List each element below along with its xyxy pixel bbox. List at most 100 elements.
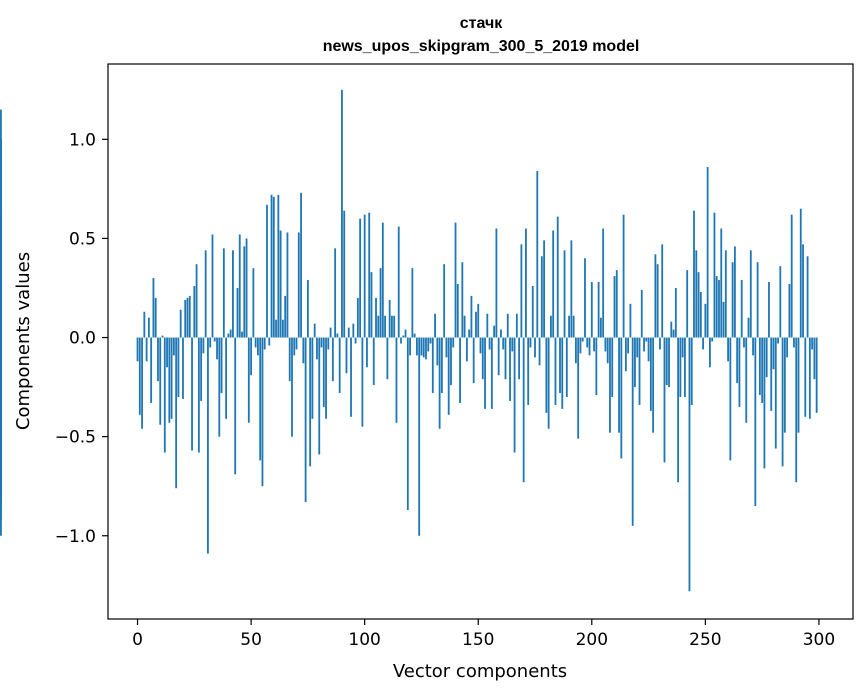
- bar-component-61: [275, 319, 277, 338]
- bar-component-207: [606, 337, 609, 364]
- bar-component-94: [350, 337, 352, 417]
- bar-component-46: [241, 331, 243, 338]
- bar-component-276: [763, 337, 766, 469]
- bar-component-180: [545, 337, 548, 413]
- bar-component-196: [581, 337, 584, 342]
- bar-component-47: [243, 246, 246, 338]
- bar-component-14: [168, 337, 171, 423]
- bar-component-294: [804, 337, 807, 417]
- bar-component-261: [729, 337, 732, 461]
- bar-component-38: [222, 248, 225, 338]
- bar-component-292: [799, 208, 802, 338]
- bar-component-112: [391, 315, 393, 338]
- bar-component-27: [197, 337, 200, 453]
- bar-component-77: [311, 337, 314, 419]
- bar-component-238: [677, 337, 680, 483]
- bar-component-80: [318, 337, 321, 455]
- bar-component-287: [788, 284, 791, 338]
- x-tick-label: 50: [240, 630, 262, 650]
- bar-component-290: [795, 337, 798, 483]
- bar-component-154: [486, 313, 489, 338]
- bar-component-4: [145, 337, 148, 362]
- bar-component-298: [813, 337, 816, 380]
- bar-component-278: [768, 282, 770, 338]
- bar-component-128: [427, 337, 430, 352]
- bar-component-249: [702, 337, 704, 350]
- bar-component-151: [479, 337, 482, 354]
- bar-component-149: [475, 311, 477, 338]
- bar-component-56: [263, 337, 266, 350]
- bar-component-119: [406, 337, 409, 510]
- bar-component-63: [279, 230, 282, 338]
- x-tick-label: 200: [576, 630, 608, 650]
- bar-component-173: [529, 337, 532, 348]
- bar-component-103: [370, 272, 373, 338]
- y-tick-label: 0.0: [69, 329, 96, 349]
- bar-component-224: [645, 337, 648, 342]
- bar-component-145: [465, 337, 468, 362]
- bar-component-237: [674, 287, 677, 338]
- bar-component-283: [779, 266, 782, 338]
- bar-component-42: [232, 250, 234, 338]
- bar-component-81: [320, 337, 323, 348]
- bar-component-54: [259, 337, 262, 461]
- bar-component-201: [593, 337, 595, 352]
- bar-component-109: [384, 315, 387, 338]
- bar-component-34: [213, 337, 216, 342]
- bar-component-271: [752, 337, 754, 356]
- bar-component-136: [445, 337, 448, 358]
- bar-component-230: [659, 337, 661, 350]
- bar-component-206: [604, 337, 607, 352]
- bar-component-96: [354, 337, 357, 344]
- bar-component-232: [663, 337, 666, 463]
- bar-component-121: [411, 268, 414, 338]
- bar-component-78: [313, 323, 316, 338]
- bar-component-264: [736, 337, 739, 384]
- bar-component-172: [527, 337, 530, 405]
- bar-component-241: [684, 337, 686, 397]
- bar-component-257: [720, 228, 723, 338]
- bar-component-295: [806, 256, 809, 338]
- y-tick-label: 0.5: [69, 229, 96, 249]
- bar-component-214: [622, 214, 625, 338]
- bar-component-12: [163, 337, 166, 453]
- bar-component-189: [565, 337, 568, 397]
- bar-component-66: [286, 232, 289, 338]
- bar-component-193: [574, 337, 577, 364]
- bar-component-281: [774, 337, 777, 449]
- bar-component-9: [157, 337, 159, 382]
- bar-component-98: [359, 218, 362, 338]
- bar-component-59: [270, 194, 273, 338]
- bar-component-102: [368, 212, 371, 338]
- bar-component-176: [536, 171, 539, 338]
- x-tick-label: 150: [462, 630, 494, 650]
- bar-component-31: [207, 337, 209, 554]
- bar-component-117: [402, 335, 405, 338]
- bar-component-134: [440, 337, 443, 394]
- bar-component-256: [718, 280, 720, 338]
- bar-component-101: [366, 337, 368, 368]
- bar-component-150: [477, 303, 480, 338]
- x-axis-label: Vector components: [393, 661, 567, 682]
- bar-component-205: [602, 228, 605, 338]
- bar-component-235: [670, 321, 673, 338]
- bar-component-158: [495, 228, 498, 338]
- bar-component-35: [216, 337, 218, 360]
- y-axis-ticks: −1.0 −0.5 0.0 0.5 1.0: [55, 130, 108, 547]
- x-axis-ticks: 0 50 100 150 200 250 300: [132, 619, 835, 650]
- bar-component-223: [643, 337, 645, 352]
- bar-component-45: [238, 234, 241, 338]
- bar-component-152: [481, 337, 484, 380]
- bar-component-274: [758, 337, 761, 396]
- x-tick-label: 250: [689, 630, 721, 650]
- bar-component-99: [361, 337, 364, 427]
- y-axis-label: Components values: [13, 252, 34, 430]
- bar-component-213: [620, 337, 623, 459]
- bar-component-208: [609, 337, 611, 433]
- bar-component-200: [590, 282, 593, 338]
- y-tick-label: 1.0: [69, 130, 96, 150]
- bar-component-43: [234, 337, 237, 475]
- bar-component-190: [568, 315, 570, 338]
- bar-component-107: [379, 268, 382, 338]
- bar-component-22: [186, 297, 189, 338]
